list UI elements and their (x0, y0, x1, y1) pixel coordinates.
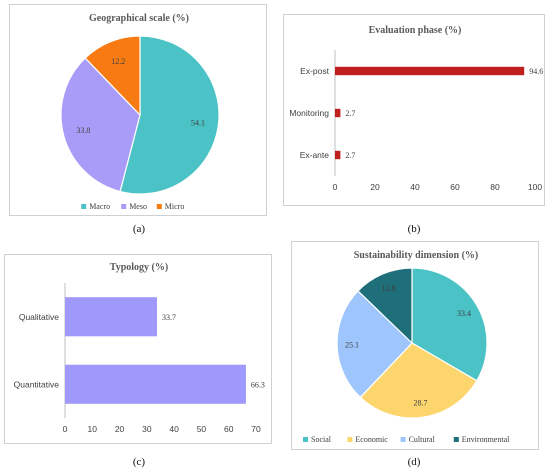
x-tick-label-20: 20 (115, 424, 125, 434)
bar-ex-ante (335, 150, 341, 160)
x-tick-label-80: 80 (490, 182, 500, 192)
pie-slice-meso (60, 57, 141, 193)
y-tick-label-ex-ante: Ex-ante (300, 150, 330, 160)
x-tick-label-10: 10 (88, 424, 98, 434)
data-label-micro: 12.2 (111, 57, 125, 66)
x-tick-label-100: 100 (528, 182, 542, 192)
legend-swatch-economic (347, 437, 353, 442)
legend-label-cultural: Cultural (409, 435, 436, 444)
data-label-economic: 28.7 (414, 398, 428, 407)
y-tick-label-monitoring: Monitoring (289, 108, 329, 118)
data-label-qualitative: 33.7 (162, 313, 176, 322)
y-tick-label-ex-post: Ex-post (300, 66, 329, 76)
pie-slice-environmental (357, 267, 413, 345)
y-tick-label-quantitative: Quantitative (14, 379, 60, 389)
x-tick-label-40: 40 (169, 424, 179, 434)
pie-chart-geographical-scale: Geographical scale (%) 54.1 33.8 12.2 Macro M… (60, 13, 220, 211)
legend-swatch-cultural (400, 437, 406, 442)
chart-panel-geographical-scale: Geographical scale (%) 54.1 33.8 12.2 Macro M… (9, 4, 267, 216)
caption-a: (a) (132, 223, 146, 235)
legend-label-macro: Macro (89, 202, 110, 211)
legend-swatch-micro (156, 204, 162, 209)
legend-label-environmental: Environmental (462, 435, 510, 444)
bar-quantitative (65, 364, 246, 404)
x-tick-label-0: 0 (333, 182, 338, 192)
bar-chart-typology: Typology (%) 0 10 20 30 40 50 60 70 Qualitative 33… (14, 262, 265, 434)
chart-title: Geographical scale (%) (89, 13, 189, 24)
legend-swatch-macro (81, 204, 87, 209)
pie-slice-economic (359, 342, 478, 419)
legend-label-micro: Micro (165, 202, 185, 211)
data-label-social: 33.4 (457, 309, 471, 318)
data-label-macro: 54.1 (191, 118, 205, 127)
bar-monitoring (335, 108, 341, 118)
legend-swatch-environmental (453, 437, 459, 442)
pie-slice-cultural (336, 290, 413, 399)
bar-chart-evaluation-phase: Evaluation phase (%) 0 20 40 60 80 100 Ex-post 9… (289, 25, 543, 192)
chart-panel-sustainability-dimension: Sustainability dimension (%) 33.4 28.7 25.1… (291, 241, 539, 450)
data-label-meso: 33.8 (76, 126, 90, 135)
y-tick-label-qualitative: Qualitative (19, 312, 59, 322)
pie-slice-micro (84, 35, 141, 117)
data-label-environmental: 12.8 (382, 284, 396, 293)
legend-swatch-social (303, 437, 308, 442)
x-tick-label-60: 60 (450, 182, 460, 192)
chart-panel-typology: Typology (%) 0 10 20 30 40 50 60 70 Qualitative 33… (4, 254, 272, 444)
pie-slice-social (411, 267, 488, 382)
bar-ex-post (335, 66, 525, 76)
x-tick-label-20: 20 (370, 182, 380, 192)
data-label-cultural: 25.1 (345, 340, 359, 349)
legend-swatch-meso (121, 204, 127, 209)
legend-label-economic: Economic (355, 435, 388, 444)
caption-d: (d) (407, 456, 421, 468)
data-label-ex-ante: 2.7 (345, 151, 355, 160)
bar-qualitative (65, 297, 157, 337)
legend-label-social: Social (311, 435, 332, 444)
x-tick-label-30: 30 (142, 424, 152, 434)
caption-c: (c) (132, 456, 146, 468)
x-tick-label-50: 50 (197, 424, 207, 434)
chart-title: Evaluation phase (%) (369, 25, 462, 36)
x-tick-label-0: 0 (63, 424, 68, 434)
chart-panel-evaluation-phase: Evaluation phase (%) 0 20 40 60 80 100 Ex-post 9… (283, 14, 545, 206)
caption-b: (b) (407, 223, 421, 235)
chart-title: Typology (%) (110, 262, 168, 273)
data-label-ex-post: 94.6 (529, 67, 543, 76)
x-tick-label-70: 70 (251, 424, 261, 434)
x-tick-label-40: 40 (410, 182, 420, 192)
chart-title: Sustainability dimension (%) (354, 250, 478, 261)
x-tick-label-60: 60 (224, 424, 234, 434)
pie-chart-sustainability-dimension: Sustainability dimension (%) 33.4 28.7 25.1… (303, 250, 510, 444)
legend-label-meso: Meso (129, 202, 147, 211)
pie-slice-macro (119, 35, 220, 195)
data-label-monitoring: 2.7 (345, 109, 355, 118)
data-label-quantitative: 66.3 (251, 380, 265, 389)
